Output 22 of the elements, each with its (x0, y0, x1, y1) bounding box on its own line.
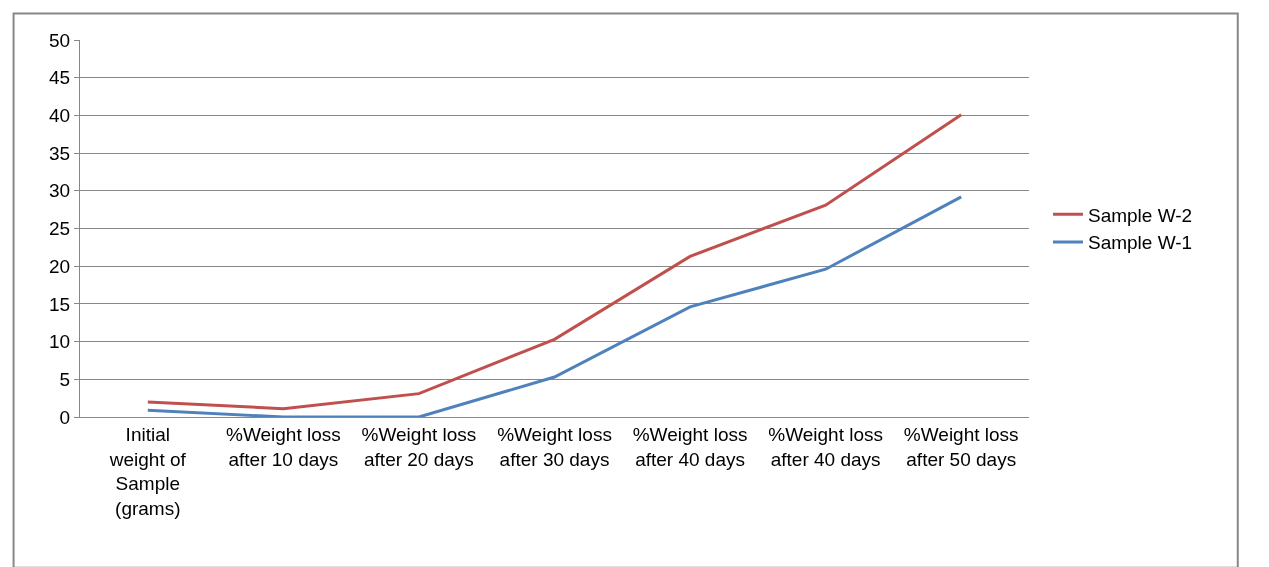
y-tick-label: 35 (49, 142, 71, 164)
x-tick-label: %Weight loss after 40 days (632, 423, 748, 470)
y-tick-label: 25 (49, 218, 71, 240)
legend-label: Sample W-2 (1087, 204, 1193, 226)
line-series (146, 195, 963, 417)
y-tick-label: 15 (49, 293, 71, 315)
x-tick-label: %Weight loss after 20 days (361, 423, 477, 470)
y-tick-label: 5 (59, 368, 71, 390)
y-tick-label: 0 (59, 406, 71, 428)
x-tick-label: %Weight loss after 10 days (225, 423, 341, 470)
y-tick-label: 40 (49, 105, 71, 127)
y-tick-label: 20 (49, 255, 71, 277)
y-tick-label: 10 (49, 331, 71, 353)
line-series (146, 113, 963, 411)
legend-label: Sample W-1 (1087, 232, 1193, 254)
x-tick-label: Initial weight of Sample (grams) (108, 423, 187, 519)
x-tick-label: %Weight loss after 50 days (903, 423, 1019, 470)
y-tick-label: 45 (49, 67, 71, 89)
y-tick-label: 50 (49, 29, 71, 51)
y-tick-label: 30 (49, 180, 71, 202)
x-tick-label: %Weight loss after 40 days (768, 423, 884, 470)
x-tick-label: %Weight loss after 30 days (497, 423, 612, 470)
